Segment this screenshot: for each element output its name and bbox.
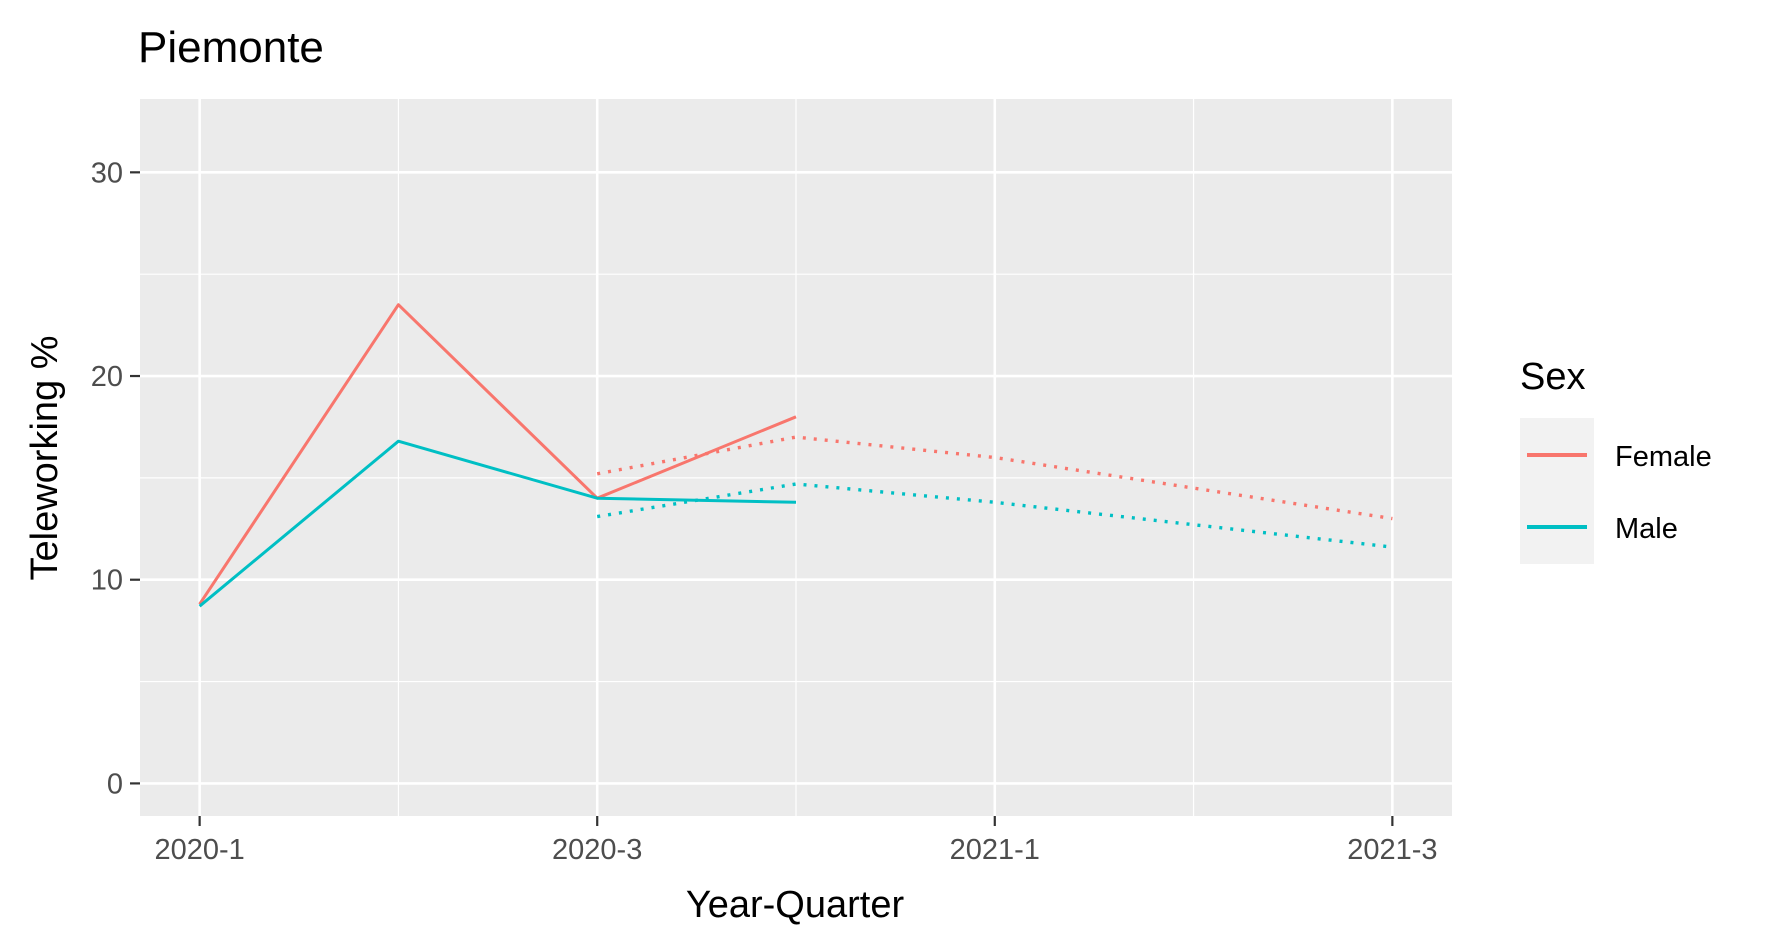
y-tick-label: 20	[91, 361, 123, 393]
legend-title: Sex	[1520, 356, 1585, 398]
series-line-female-dotted	[596, 435, 1393, 521]
y-axis-title: Teleworking %	[24, 336, 66, 581]
legend-background	[1520, 418, 1594, 564]
legend-label-male: Male	[1615, 513, 1678, 545]
plot-area: 0 10 20 30 2020-1 2020-3 2021-1 2021-3	[91, 99, 1452, 866]
y-tick-label: 10	[91, 565, 123, 597]
x-axis-title: Year-Quarter	[686, 884, 905, 926]
x-tick-label: 2021-3	[1347, 834, 1437, 866]
series-line-male-dotted	[596, 482, 1393, 549]
y-tick-label: 30	[91, 157, 123, 189]
x-tick-label: 2021-1	[950, 834, 1040, 866]
x-tick-label: 2020-3	[552, 834, 642, 866]
chart-title: Piemonte	[138, 23, 324, 72]
x-tick-label: 2020-1	[154, 834, 244, 866]
legend-label-female: Female	[1615, 441, 1712, 473]
y-tick-label: 0	[107, 768, 123, 800]
legend: Sex Female Male	[1520, 356, 1712, 564]
series-line-female-solid	[198, 303, 797, 606]
